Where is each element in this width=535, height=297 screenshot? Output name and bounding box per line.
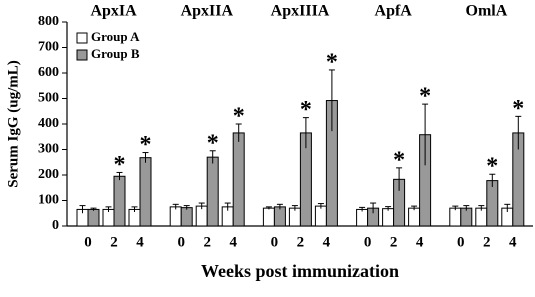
- y-tick-label: 500: [38, 91, 59, 106]
- x-tick-label: 4: [509, 234, 517, 250]
- bar: [206, 156, 219, 227]
- y-tick-label: 800: [38, 14, 59, 29]
- bar: [460, 207, 473, 227]
- x-tick-label: 4: [416, 234, 424, 250]
- bar: [288, 207, 301, 227]
- bar: [139, 157, 152, 227]
- x-tick-label: 4: [323, 234, 331, 250]
- bar: [356, 208, 369, 227]
- bar: [180, 207, 193, 227]
- y-tick-label: 600: [38, 65, 59, 80]
- significance-mark: *: [393, 147, 405, 173]
- legend-swatch: [76, 32, 88, 44]
- bar: [232, 132, 245, 227]
- significance-mark: *: [419, 84, 431, 110]
- significance-mark: *: [233, 104, 245, 130]
- x-tick-label: 0: [177, 234, 185, 250]
- significance-mark: *: [326, 49, 338, 75]
- y-tick-label: 300: [38, 142, 59, 157]
- x-tick-label: 2: [483, 234, 491, 250]
- bar: [169, 206, 182, 227]
- x-tick-label: 2: [297, 234, 305, 250]
- panel-title: ApxIIA: [181, 3, 234, 20]
- y-tick-label: 0: [52, 218, 59, 233]
- significance-mark: *: [512, 96, 524, 122]
- x-tick-label: 4: [136, 234, 144, 250]
- x-tick-label: 0: [457, 234, 465, 250]
- significance-mark: *: [114, 152, 126, 178]
- legend-label: Group B: [91, 46, 140, 61]
- y-tick-label: 200: [38, 167, 59, 182]
- x-axis-label: Weeks post immunization: [201, 261, 399, 281]
- panel-title: ApfA: [375, 3, 413, 20]
- bar: [449, 207, 462, 227]
- y-axis-label: Serum IgG (ug/mL): [5, 60, 21, 188]
- panel-title: ApxIIIA: [271, 3, 330, 20]
- bar: [87, 208, 100, 227]
- x-tick-label: 2: [110, 234, 118, 250]
- bar: [314, 205, 327, 227]
- x-tick-label: 0: [271, 234, 279, 250]
- x-tick-label: 0: [84, 234, 92, 250]
- legend-swatch: [76, 49, 88, 61]
- x-tick-label: 2: [390, 234, 398, 250]
- panel-title: OmlA: [466, 3, 508, 20]
- bar: [486, 180, 499, 227]
- significance-mark: *: [486, 154, 498, 180]
- bar: [408, 207, 421, 227]
- panel-title: ApxIA: [90, 3, 137, 20]
- significance-mark: *: [140, 132, 152, 158]
- legend-label: Group A: [91, 29, 140, 44]
- bar: [382, 208, 395, 227]
- significance-mark: *: [300, 97, 312, 123]
- y-tick-label: 400: [38, 116, 59, 131]
- x-tick-label: 0: [364, 234, 372, 250]
- significance-mark: *: [207, 130, 219, 156]
- y-tick-label: 700: [38, 40, 59, 55]
- bar: [113, 175, 126, 227]
- bar: [475, 207, 488, 227]
- bar: [262, 207, 275, 227]
- y-tick-label: 100: [38, 193, 59, 208]
- bar: [273, 206, 286, 227]
- x-tick-label: 2: [203, 234, 211, 250]
- x-tick-label: 4: [229, 234, 237, 250]
